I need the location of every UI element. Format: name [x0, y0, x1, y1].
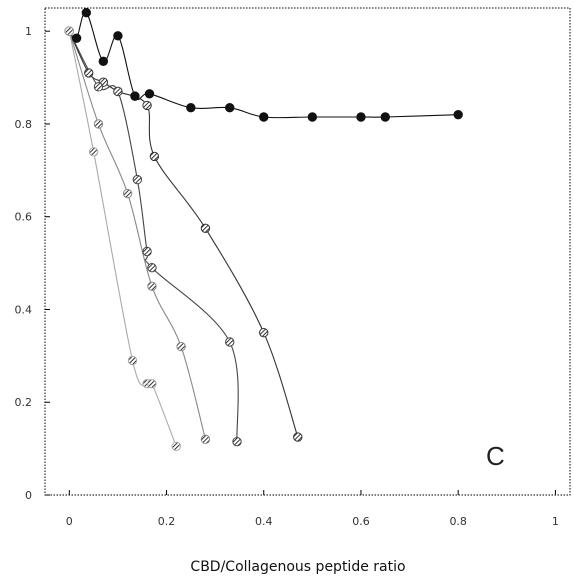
series-1-point: [71, 33, 82, 43]
y-tick-label: 1: [25, 25, 32, 38]
series-1-point: [307, 112, 318, 122]
series-2-point: [293, 432, 303, 442]
series-4-point: [93, 119, 104, 129]
y-tick-label: 0.8: [15, 118, 33, 131]
series-1-point: [259, 112, 269, 122]
series-3-point: [147, 263, 157, 273]
series-1-point: [98, 56, 109, 67]
series-1-point: [130, 91, 140, 101]
y-tick-label: 0: [25, 489, 32, 502]
series-2-point: [142, 100, 152, 111]
series-1-point: [453, 109, 463, 120]
series-1-point: [186, 103, 196, 113]
series-2-line: [68, 30, 299, 438]
axis-ticks: 0 0.2 0.4 0.6 0.8 1 0 0.2 0.4 0.6 0.8 1: [15, 25, 559, 528]
series-4-line: [68, 31, 206, 440]
series-5-point: [127, 355, 138, 366]
series-3-point: [93, 82, 104, 92]
series-1-point: [144, 89, 155, 99]
series-3-point: [232, 436, 242, 447]
series-5-point: [171, 441, 181, 451]
plot-frame: [44, 7, 571, 496]
series-1-point: [81, 7, 92, 18]
series-3-point: [132, 174, 143, 185]
series-4-point: [200, 434, 211, 445]
series-lines: [68, 11, 459, 447]
series-1-point: [356, 112, 366, 122]
series-5-point: [88, 147, 99, 157]
series-1-point: [380, 112, 390, 122]
x-axis-label: CBD/Collagenous peptide ratio: [190, 559, 405, 575]
series-1-point: [113, 31, 123, 41]
x-tick-label: 1: [552, 515, 559, 528]
panel-label: C: [486, 441, 505, 471]
series-2-point: [200, 223, 211, 234]
x-tick-label: 0.2: [158, 515, 176, 528]
series-5-point: [147, 378, 157, 389]
series-4-point: [122, 188, 133, 199]
x-tick-label: 0.4: [255, 515, 273, 528]
y-tick-label: 0.6: [15, 211, 33, 224]
series-4-point: [176, 341, 186, 352]
x-tick-label: 0.8: [449, 515, 467, 528]
series-points: [64, 7, 463, 451]
series-2-point: [149, 151, 160, 162]
series-2-point: [259, 327, 269, 338]
y-tick-label: 0.2: [15, 396, 33, 409]
series-2-point: [84, 68, 94, 78]
y-tick-label: 0.4: [15, 303, 33, 316]
series-4-point: [147, 281, 157, 291]
x-tick-label: 0: [66, 515, 73, 528]
series-3-point: [113, 86, 123, 97]
series-5-point: [64, 26, 75, 36]
x-tick-label: 0.6: [352, 515, 370, 528]
series-3-point: [142, 246, 152, 257]
series-3-point: [225, 337, 235, 347]
series-1-line: [68, 11, 459, 119]
series-1-point: [225, 103, 235, 113]
